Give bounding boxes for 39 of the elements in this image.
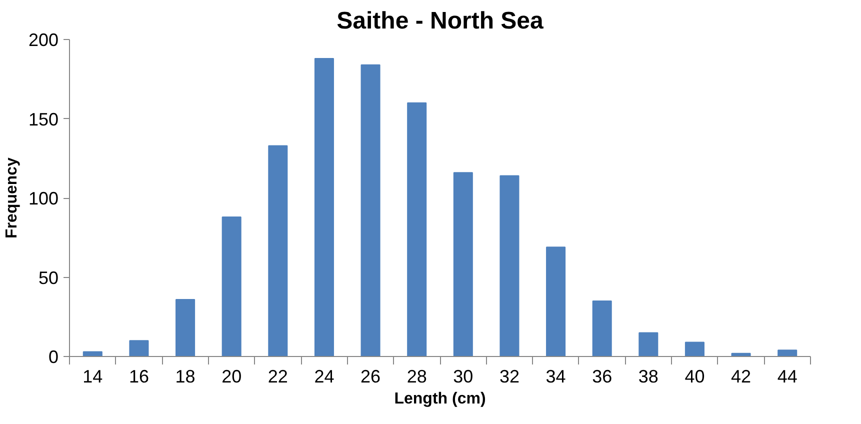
bar <box>82 351 102 356</box>
x-tick-label: 38 <box>638 366 658 386</box>
bar <box>129 340 149 356</box>
y-tick-label: 100 <box>28 188 59 208</box>
bar <box>500 175 520 356</box>
bar <box>314 58 334 356</box>
bar <box>638 332 658 356</box>
x-tick-label: 18 <box>175 366 196 386</box>
bar <box>778 350 798 356</box>
x-tick-label: 24 <box>314 366 334 386</box>
x-tick-label: 32 <box>499 366 520 386</box>
bar <box>453 172 473 356</box>
bar <box>592 300 612 356</box>
bar <box>268 145 288 356</box>
y-tick-label: 200 <box>28 30 59 50</box>
x-axis-title: Length (cm) <box>394 390 486 408</box>
y-tick-label: 0 <box>48 347 59 367</box>
x-tick-label: 20 <box>222 366 242 386</box>
x-tick-label: 28 <box>406 366 427 386</box>
x-tick-label: 42 <box>731 366 752 386</box>
y-tick-label: 50 <box>38 268 59 288</box>
bar <box>222 216 242 356</box>
chart-title: Saithe - North Sea <box>336 8 544 34</box>
y-axis-title: Frequency <box>3 157 20 238</box>
x-tick-label: 34 <box>546 366 566 386</box>
bar <box>176 298 196 356</box>
x-tick-label: 22 <box>268 366 288 386</box>
bar <box>684 342 704 356</box>
y-tick-label: 150 <box>28 109 59 130</box>
x-tick-label: 30 <box>453 366 474 386</box>
x-tick-label: 26 <box>360 366 381 386</box>
bar <box>360 64 380 356</box>
x-tick-label: 44 <box>777 366 798 386</box>
bar <box>407 102 427 356</box>
x-tick-label: 40 <box>684 366 705 386</box>
x-tick-label: 16 <box>128 366 149 386</box>
x-tick-label: 14 <box>82 366 103 386</box>
x-tick-label: 36 <box>592 366 612 386</box>
bar <box>546 246 566 356</box>
